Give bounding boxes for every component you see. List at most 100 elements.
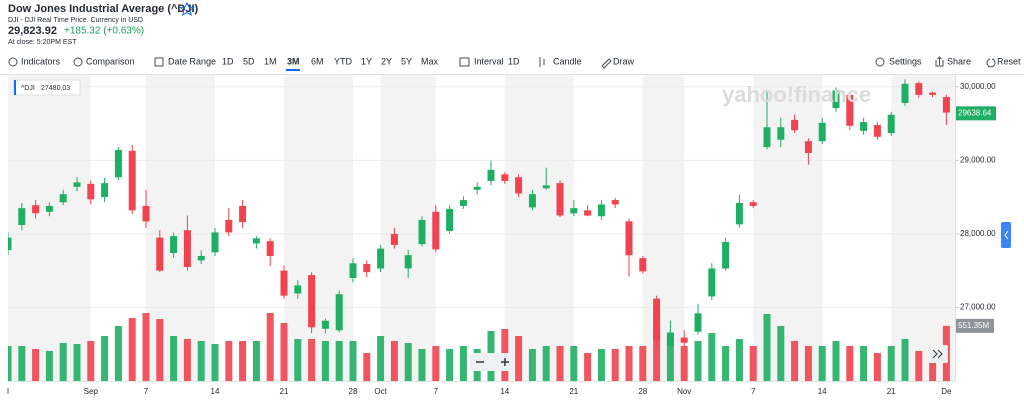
watermark: yahoo!finance (722, 82, 871, 107)
candle-body (804, 141, 812, 153)
candle-body (418, 219, 426, 245)
candle-body (114, 150, 122, 178)
candle-body (59, 194, 67, 203)
y-tick-label: 30,000.00 (960, 82, 996, 91)
range-button[interactable]: 1D (222, 56, 234, 66)
x-tick-label: Nov (677, 387, 691, 396)
icon (601, 58, 612, 69)
candle-body (390, 233, 398, 245)
interval-label[interactable]: Interval (474, 56, 504, 66)
candle-body (501, 174, 509, 181)
quote-title: Dow Jones Industrial Average (^DJI) (8, 3, 199, 15)
date-range-button[interactable]: Date Range (168, 56, 216, 66)
range-button-active[interactable]: 3M (287, 56, 300, 66)
volume-bar (87, 341, 95, 381)
candle-body (694, 313, 702, 332)
indicators-button[interactable]: Indicators (21, 56, 61, 66)
volume-bar (266, 313, 274, 381)
candle-body (639, 258, 647, 272)
candle-body (87, 183, 95, 200)
range-button[interactable]: 1Y (361, 56, 372, 66)
candle-body (432, 211, 440, 250)
volume-bar (239, 341, 247, 381)
volume-bar (335, 341, 343, 381)
range-button[interactable]: 6M (311, 56, 324, 66)
volume-bar (694, 341, 702, 381)
candle-body (280, 270, 288, 296)
comparison-button[interactable]: Comparison (86, 56, 135, 66)
legend-symbol: ^DJI (21, 85, 35, 92)
volume-bar (597, 349, 605, 381)
candle-body (749, 202, 757, 206)
candle-body (942, 97, 950, 113)
scroll-latest[interactable] (928, 345, 948, 363)
draw-button[interactable]: Draw (613, 56, 635, 66)
volume-bar (584, 353, 592, 381)
x-tick-label: 21 (569, 387, 578, 396)
range-button[interactable]: 5Y (401, 56, 412, 66)
icon (8, 57, 18, 67)
legend-value: 27480.03 (41, 85, 70, 92)
x-tick-label: Sep (84, 387, 99, 396)
volume-bar (873, 353, 881, 381)
volume-bar (846, 346, 854, 381)
chart-type-button[interactable]: Candle (553, 56, 582, 66)
volume-bar (722, 346, 730, 381)
volume-bar (611, 349, 619, 381)
candle-body (18, 208, 26, 226)
x-tick-label: 14 (211, 387, 220, 396)
candle-body (32, 205, 40, 214)
volume-bar (59, 343, 67, 381)
range-button[interactable]: Max (421, 56, 439, 66)
volume-bar (446, 349, 454, 381)
candle-body (349, 263, 357, 279)
x-tick-label: 28 (349, 387, 358, 396)
candle-body (611, 200, 619, 205)
candle-body (556, 183, 564, 216)
side-panel-tab[interactable] (1001, 222, 1011, 248)
close-note: At close: 5:20PM EST (8, 39, 77, 46)
volume-bar (363, 353, 371, 381)
volume-bar (901, 339, 909, 381)
interval-value[interactable]: 1D (508, 56, 520, 66)
quote-change: +185.32 (+0.63%) (64, 26, 144, 37)
zoom-in[interactable] (501, 358, 509, 366)
icon (459, 57, 470, 67)
volume-bar (45, 351, 53, 381)
period-band (284, 75, 353, 381)
candle-body (404, 255, 412, 269)
volume-bar (183, 339, 191, 381)
candle-body (887, 114, 895, 134)
candle-body (666, 332, 674, 346)
candle-body (791, 119, 799, 131)
reset-button[interactable]: Reset (997, 56, 1021, 66)
candle-body (846, 94, 854, 126)
candle-body (239, 205, 247, 223)
volume-bar (680, 346, 688, 381)
volume-bar (832, 341, 840, 381)
range-button[interactable]: 5D (243, 56, 255, 66)
watchlist-star[interactable] (179, 1, 195, 16)
volume-bar (915, 351, 923, 381)
candle-body (832, 90, 840, 109)
share-button[interactable]: Share (947, 56, 971, 66)
range-button[interactable]: 2Y (381, 56, 392, 66)
volume-bar (101, 336, 109, 381)
candle-body (321, 320, 329, 329)
icon (986, 58, 996, 68)
candle-body (266, 241, 274, 256)
volume-bar (763, 314, 771, 381)
candle-body (528, 194, 536, 208)
last-price-box (956, 106, 996, 121)
range-button[interactable]: YTD (334, 56, 353, 66)
range-button[interactable]: 1M (264, 56, 277, 66)
legend-marker (14, 80, 16, 95)
volume-bar (308, 339, 316, 381)
volume-bar (170, 336, 178, 381)
volume-bar (708, 333, 716, 381)
settings-button[interactable]: Settings (889, 56, 922, 66)
candle-body (183, 230, 191, 267)
volume-label-box (956, 318, 994, 333)
candle-body (73, 182, 81, 187)
